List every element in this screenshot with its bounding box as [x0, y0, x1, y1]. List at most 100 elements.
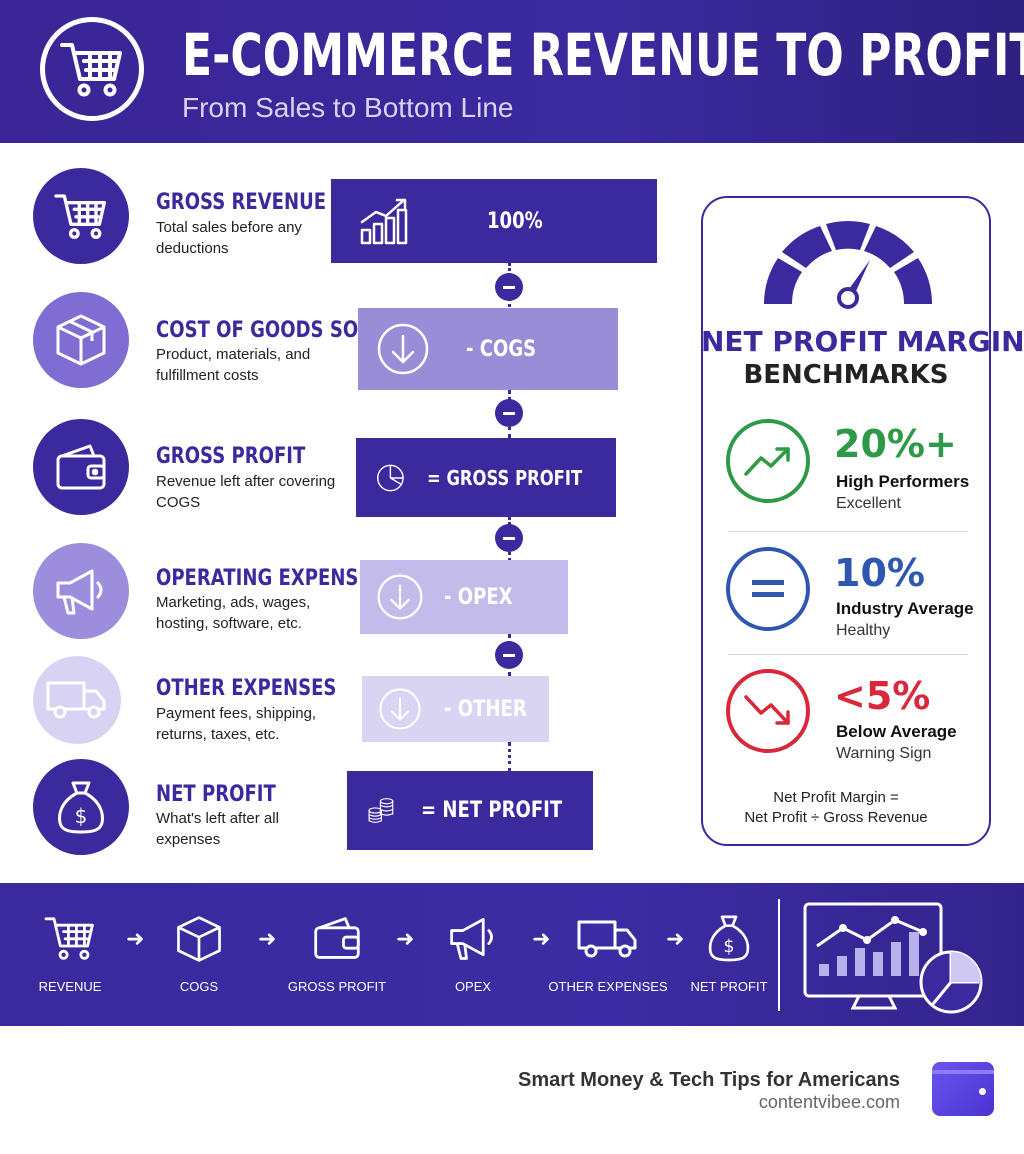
- header-banner: [0, 0, 1024, 143]
- minus-icon: [495, 524, 523, 552]
- stage-title: GROSS PROFIT: [156, 444, 306, 469]
- stage-title: GROSS REVENUE: [156, 190, 327, 215]
- band-step-revenue: REVENUE: [5, 914, 135, 995]
- flow-box-gross-profit: = GROSS PROFIT: [356, 438, 616, 517]
- divider: [728, 531, 968, 532]
- minus-icon: [495, 399, 523, 427]
- arrow-right-icon: ➜: [666, 926, 685, 951]
- band-step-net-profit: $ NET PROFIT: [664, 912, 794, 995]
- band-label: OPEX: [454, 979, 492, 994]
- stage-title: COST OF GOODS SOLD: [156, 318, 385, 343]
- flow-box-net-profit: = NET PROFIT: [347, 771, 593, 850]
- flow-box-other: - OTHER: [362, 676, 549, 742]
- band-label: REVENUE: [38, 979, 102, 994]
- down-arrow-icon: [379, 688, 421, 730]
- flow-label: 100%: [487, 208, 543, 234]
- flow-label: - OTHER: [444, 696, 527, 722]
- pie-chart-icon: [377, 464, 404, 491]
- flow-box-cogs: - COGS: [358, 308, 618, 390]
- cogs-circle: [33, 292, 129, 388]
- band-label: COGS: [179, 979, 219, 994]
- benchmark-note: Excellent: [836, 495, 901, 512]
- money-bag-icon: $: [58, 781, 104, 834]
- benchmark-note: Warning Sign: [836, 745, 932, 762]
- gross-profit-circle: [33, 419, 129, 515]
- shopping-cart-icon: [54, 194, 106, 239]
- stage-desc: What's left after all expenses: [156, 810, 279, 848]
- gross-revenue-circle: [33, 168, 129, 264]
- truck-icon: [577, 920, 637, 958]
- trend-down-icon: [744, 695, 790, 725]
- stage-desc: Total sales before any deductions: [156, 219, 302, 257]
- arrow-right-icon: ➜: [126, 926, 145, 951]
- coin-stack-icon: [368, 797, 394, 823]
- brand-wallet-icon: [932, 1062, 994, 1116]
- band-divider: [778, 899, 780, 1011]
- benchmark-label: High Performers: [836, 472, 970, 491]
- flow-label: - OPEX: [444, 584, 513, 610]
- box-icon: [177, 916, 221, 962]
- equals-icon: [752, 580, 784, 597]
- stage-desc: Revenue left after covering COGS: [156, 473, 336, 511]
- net-profit-circle: $: [33, 759, 129, 855]
- high-performers-circle: [726, 419, 810, 503]
- divider: [728, 654, 968, 655]
- minus-icon: [495, 273, 523, 301]
- benchmark-value: 20%+: [834, 422, 957, 466]
- down-arrow-icon: [377, 323, 429, 375]
- benchmark-label: Below Average: [836, 722, 957, 741]
- arrow-right-icon: ➜: [532, 926, 551, 951]
- stage-desc: Marketing, ads, wages, hosting, software…: [156, 594, 311, 632]
- benchmarks-subtitle: BENCHMARKS: [743, 360, 949, 390]
- benchmark-note: Healthy: [836, 622, 891, 639]
- svg-text:$: $: [723, 937, 734, 957]
- other-expenses-circle: [33, 656, 121, 744]
- page-subtitle: From Sales to Bottom Line: [182, 92, 514, 123]
- flow-label: = GROSS PROFIT: [426, 465, 582, 490]
- stage-desc: Product, materials, and fulfillment cost…: [156, 346, 311, 384]
- below-average-circle: [726, 669, 810, 753]
- opex-circle: [33, 543, 129, 639]
- shopping-cart-icon: [60, 43, 122, 97]
- band-step-gross-profit: GROSS PROFIT: [272, 914, 402, 995]
- down-arrow-icon: [377, 574, 423, 620]
- megaphone-icon: [56, 569, 103, 615]
- stage-title: OTHER EXPENSES: [156, 676, 337, 701]
- arrow-right-icon: ➜: [396, 926, 415, 951]
- band-label: NET PROFIT: [690, 979, 768, 994]
- band-label: GROSS PROFIT: [287, 979, 387, 994]
- svg-text:$: $: [75, 804, 88, 828]
- benchmarks-title: NET PROFIT MARGIN: [701, 325, 1024, 358]
- stage-title: OPERATING EXPENSES: [156, 566, 384, 591]
- benchmark-label: Industry Average: [836, 599, 974, 618]
- band-step-other-expenses: OTHER EXPENSES: [543, 918, 673, 995]
- band-step-cogs: COGS: [134, 914, 264, 995]
- stage-desc: Payment fees, shipping, returns, taxes, …: [156, 705, 317, 743]
- formula-line-1: Net Profit Margin =: [773, 789, 899, 806]
- shopping-cart-icon: [44, 917, 94, 960]
- stage-title: NET PROFIT: [156, 782, 276, 807]
- wallet-icon: [314, 917, 360, 959]
- benchmark-value: <5%: [834, 674, 931, 718]
- money-bag-icon: $: [708, 915, 750, 962]
- wallet-icon: [56, 444, 106, 490]
- gauge-icon: [764, 221, 932, 309]
- box-icon: [56, 314, 106, 366]
- band-label: OTHER EXPENSES: [548, 979, 668, 994]
- trend-up-icon: [744, 447, 790, 476]
- footer-tagline: Smart Money & Tech Tips for Americans: [518, 1069, 900, 1091]
- flow-box-revenue: 100%: [331, 179, 657, 263]
- cart-logo: [40, 17, 144, 121]
- truck-icon: [46, 681, 106, 719]
- flow-label: = NET PROFIT: [420, 798, 563, 823]
- flow-connector: [508, 742, 511, 772]
- band-step-opex: OPEX: [408, 912, 538, 995]
- footer-site[interactable]: contentvibee.com: [758, 1092, 900, 1112]
- megaphone-icon: [450, 918, 493, 960]
- page-title: E-COMMERCE REVENUE TO PROFIT: [182, 21, 1024, 89]
- flow-box-opex: - OPEX: [360, 560, 568, 634]
- monitor-chart-icon: [803, 902, 983, 1014]
- benchmark-value: 10%: [834, 551, 925, 595]
- flow-label: - COGS: [466, 336, 537, 362]
- minus-icon: [495, 641, 523, 669]
